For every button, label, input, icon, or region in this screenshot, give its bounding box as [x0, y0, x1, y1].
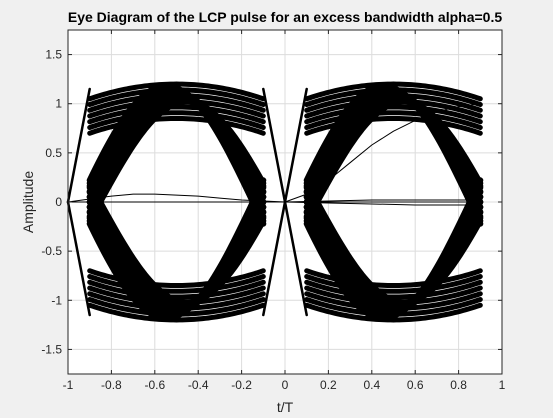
y-tick-label: 1.5: [45, 48, 62, 62]
chart-title: Eye Diagram of the LCP pulse for an exce…: [68, 9, 502, 25]
x-tick-label: -0.2: [231, 378, 252, 392]
x-tick-label: 0.8: [450, 378, 467, 392]
y-tick-label: 0: [55, 195, 62, 209]
x-tick-label: 1: [499, 378, 506, 392]
x-tick-label: 0.4: [363, 378, 380, 392]
x-tick-label: -0.6: [144, 378, 165, 392]
y-axis-label: Amplitude: [20, 171, 36, 233]
x-tick-label: 0.6: [407, 378, 424, 392]
x-tick-label: -0.4: [188, 378, 209, 392]
y-tick-label: 1: [55, 97, 62, 111]
y-tick-label: 0.5: [45, 146, 62, 160]
x-axis-label: t/T: [277, 399, 294, 415]
y-tick-label: -1: [51, 293, 62, 307]
x-tick-label: -1: [63, 378, 74, 392]
y-tick-label: -1.5: [41, 342, 62, 356]
x-tick-label: 0.2: [320, 378, 337, 392]
x-tick-label: -0.8: [101, 378, 122, 392]
y-tick-label: -0.5: [41, 244, 62, 258]
x-tick-label: 0: [282, 378, 289, 392]
